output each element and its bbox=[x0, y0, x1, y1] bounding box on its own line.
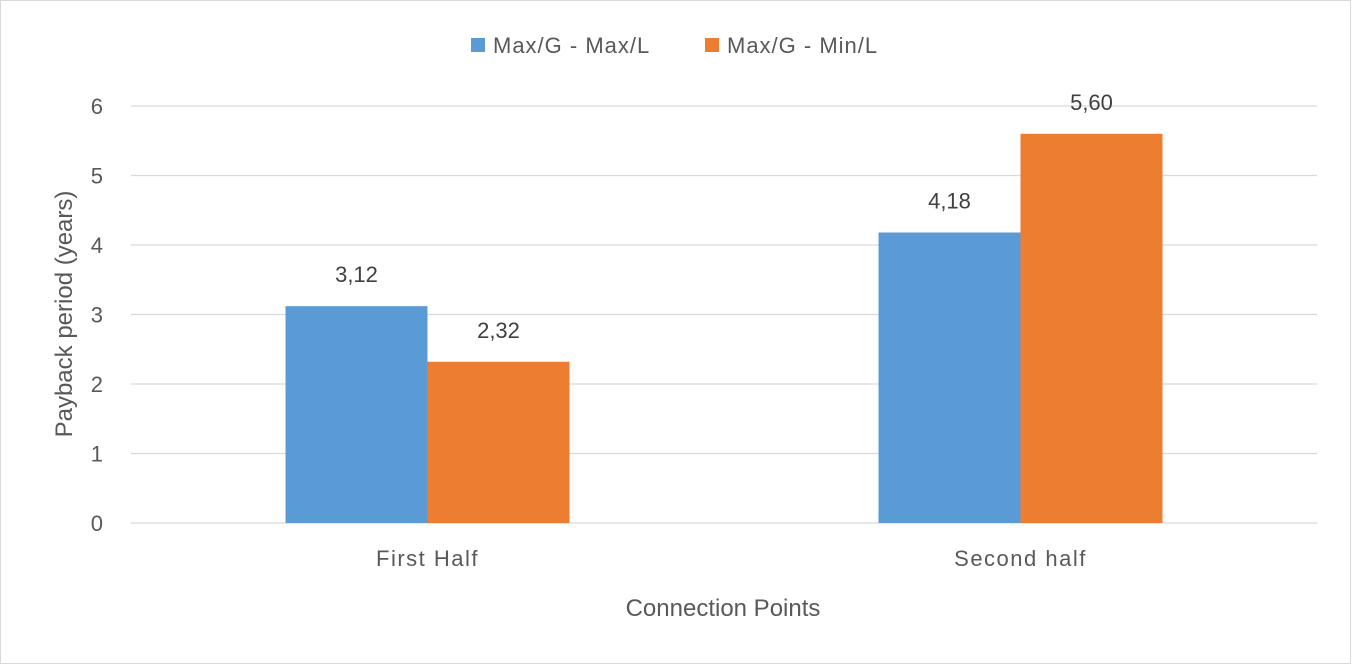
y-tick-label: 4 bbox=[91, 233, 103, 258]
y-tick-label: 6 bbox=[91, 94, 103, 119]
bar-1-2 bbox=[878, 232, 1021, 524]
x-axis-ticks: First Half Second half bbox=[376, 546, 1087, 571]
x-tick-label: Second half bbox=[954, 546, 1087, 571]
legend-label: Max/G - Max/L bbox=[493, 33, 650, 58]
data-label: 2,32 bbox=[477, 318, 520, 343]
bars bbox=[285, 133, 1163, 524]
legend-swatch bbox=[471, 38, 485, 52]
y-tick-label: 3 bbox=[91, 303, 103, 328]
y-tick-label: 0 bbox=[91, 511, 103, 536]
data-label: 3,12 bbox=[335, 262, 378, 287]
y-tick-label: 5 bbox=[91, 164, 103, 189]
y-tick-label: 2 bbox=[91, 372, 103, 397]
y-axis-ticks: 0 1 2 3 4 5 6 bbox=[91, 94, 103, 536]
y-tick-label: 1 bbox=[91, 442, 103, 467]
legend: Max/G - Max/L Max/G - Min/L bbox=[471, 33, 878, 58]
y-axis-title: Payback period (years) bbox=[51, 191, 78, 438]
x-axis-title: Connection Points bbox=[626, 595, 821, 622]
bar-1-1 bbox=[285, 306, 428, 523]
x-tick-label: First Half bbox=[376, 546, 479, 571]
bar-2-1 bbox=[427, 361, 570, 523]
data-labels: 3,12 2,32 4,18 5,60 bbox=[335, 90, 1113, 343]
data-label: 5,60 bbox=[1070, 90, 1113, 115]
legend-swatch bbox=[705, 38, 719, 52]
bar-2-2 bbox=[1020, 133, 1163, 524]
data-label: 4,18 bbox=[928, 188, 971, 213]
legend-label: Max/G - Min/L bbox=[727, 33, 878, 58]
